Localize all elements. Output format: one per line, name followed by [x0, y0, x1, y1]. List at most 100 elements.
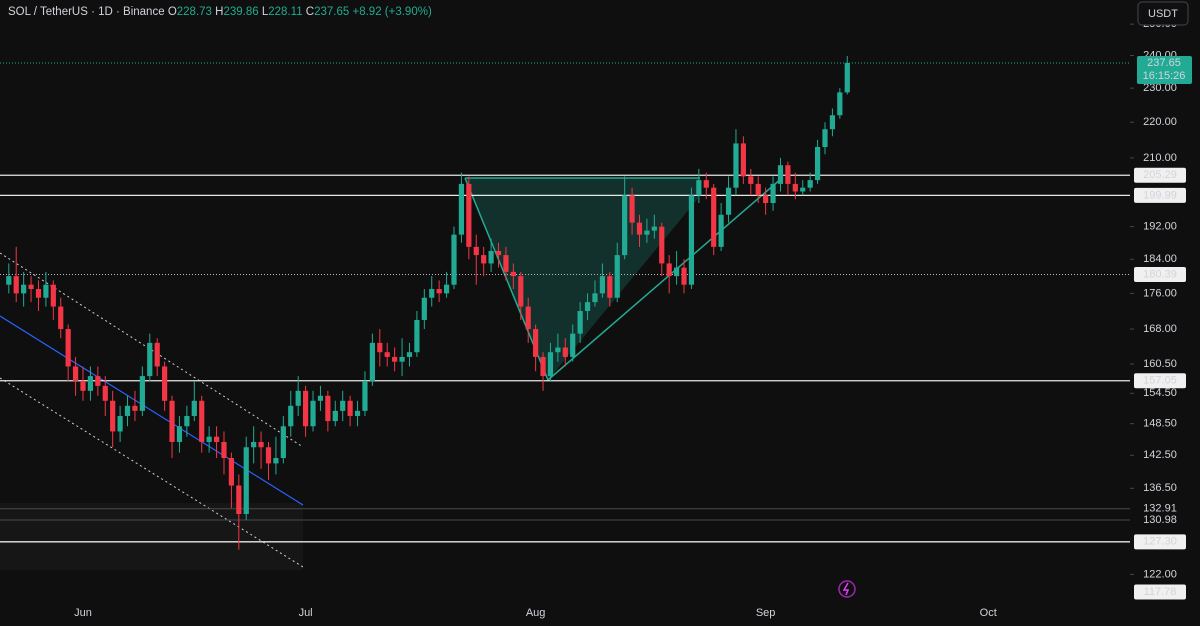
candle-body — [310, 400, 316, 427]
y-tick-label: 220.00 — [1143, 116, 1177, 128]
x-tick-label: Oct — [980, 607, 997, 619]
symbol: SOL / TetherUS · 1D · Binance — [8, 6, 165, 18]
candle-body — [770, 183, 776, 204]
event-icon[interactable] — [838, 580, 856, 598]
candle-body — [763, 195, 769, 204]
currency-button[interactable] — [1137, 1, 1189, 26]
open-label: O — [168, 6, 177, 18]
channel-shade — [0, 503, 303, 570]
candle-body — [50, 284, 56, 307]
y-tick-label: 168.00 — [1143, 323, 1177, 335]
candle-body — [525, 306, 531, 330]
level-label-box — [1134, 167, 1186, 183]
candle-body — [258, 441, 264, 448]
y-tick-label: 230.00 — [1143, 82, 1177, 94]
y-tick-label: 210.00 — [1143, 152, 1177, 164]
x-tick-label: Jun — [74, 607, 92, 619]
candle-body — [740, 143, 746, 177]
y-tick-label: 184.00 — [1143, 253, 1177, 265]
candle-body — [466, 183, 472, 247]
candle-body — [169, 400, 175, 442]
candle-body — [221, 441, 227, 458]
candle-body — [725, 187, 732, 215]
candle-body — [814, 147, 821, 181]
candle-body — [176, 426, 183, 442]
candle-body — [711, 187, 717, 247]
candle-body — [303, 390, 309, 427]
level-label: 130.98 — [1143, 514, 1177, 526]
candle-body — [844, 63, 850, 93]
candle-body — [458, 183, 465, 235]
candle-body — [124, 405, 131, 416]
candle-body — [154, 342, 160, 367]
price-axis: 250.00240.00230.00220.00210.00192.00184.… — [1130, 18, 1192, 600]
candle-body — [384, 352, 390, 357]
candle-body — [58, 306, 64, 330]
candle-body — [72, 366, 79, 381]
low-label: L — [262, 6, 269, 18]
candle-body — [399, 356, 405, 362]
candle-body — [495, 250, 502, 256]
candle-body — [681, 267, 687, 285]
candle-body — [65, 329, 71, 367]
candle-body — [800, 187, 806, 192]
level-label-box — [1134, 266, 1186, 282]
candle-body — [325, 395, 331, 422]
level-label: 157.05 — [1143, 375, 1177, 387]
candle-body — [518, 276, 524, 307]
candle-body — [139, 376, 145, 411]
candle-body — [236, 485, 242, 515]
candle-body — [213, 436, 220, 442]
candle-body — [6, 276, 12, 285]
candle-body — [80, 380, 86, 391]
candle-body — [577, 310, 583, 334]
candle-body — [829, 115, 836, 130]
candle-body — [451, 234, 457, 285]
candle-body — [547, 352, 554, 377]
close-value: 237.65 — [314, 6, 349, 18]
candle-body — [414, 319, 420, 353]
time-axis: Jun Jul Aug Sep Oct — [74, 607, 997, 619]
event-bolt — [842, 582, 850, 596]
candle-body — [87, 376, 94, 391]
header: SOL / TetherUS · 1D · Binance O228.73 H2… — [8, 6, 432, 18]
candle-body — [622, 195, 628, 256]
level-label: 180.39 — [1143, 268, 1177, 280]
level-label: 127.30 — [1143, 536, 1177, 548]
currency-label[interactable]: USDT — [1148, 8, 1178, 20]
level-label: 199.99 — [1143, 189, 1177, 201]
y-tick-label: 160.50 — [1143, 358, 1177, 370]
x-tick-label: Sep — [756, 607, 776, 619]
candle-body — [421, 297, 427, 320]
x-tick-label: Aug — [526, 607, 546, 619]
candle-body — [688, 195, 695, 285]
candle-body — [13, 276, 19, 294]
candle-body — [340, 400, 346, 411]
candle-body — [488, 250, 494, 264]
level-label-box — [1134, 534, 1186, 550]
candle-body — [354, 410, 361, 416]
y-tick-label: 154.50 — [1143, 387, 1177, 399]
change: +8.92 (+3.90%) — [353, 6, 432, 18]
candle-body — [629, 195, 635, 223]
candle-body — [570, 333, 576, 357]
close-label: C — [306, 6, 314, 18]
candle-body — [377, 342, 383, 353]
candle-body — [117, 415, 123, 432]
candle-body — [703, 180, 709, 188]
candle-body — [35, 289, 42, 298]
x-tick-label: Jul — [299, 607, 313, 619]
countdown: 16:15:26 — [1143, 70, 1186, 82]
candle-body — [199, 400, 205, 442]
candle-body — [43, 284, 49, 298]
last-price-box — [1137, 56, 1192, 85]
y-tick-label: 148.50 — [1143, 418, 1177, 430]
candle-body — [347, 400, 353, 416]
candle-body — [28, 284, 34, 290]
candle-body — [666, 263, 672, 277]
candle-body — [265, 447, 272, 464]
candle-body — [614, 255, 620, 298]
last-price-label: 237.65 — [1147, 57, 1181, 69]
candle-body — [206, 436, 212, 442]
candle-body — [251, 441, 257, 448]
